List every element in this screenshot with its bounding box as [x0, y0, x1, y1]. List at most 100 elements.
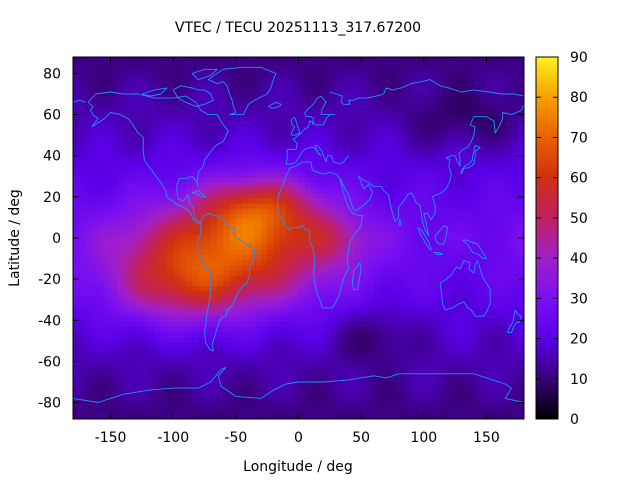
heatmap-cell — [473, 306, 481, 313]
heatmap-cell — [436, 254, 444, 261]
heatmap-cell — [336, 208, 343, 215]
heatmap-cell — [217, 75, 224, 81]
heatmap-cell — [492, 393, 500, 400]
heatmap-cell — [317, 126, 325, 133]
heatmap-cell — [448, 301, 456, 307]
heatmap-cell — [411, 337, 419, 343]
heatmap-cell — [204, 182, 212, 189]
heatmap-cell — [254, 203, 262, 210]
heatmap-cell — [430, 188, 437, 194]
heatmap-cell — [367, 296, 375, 302]
heatmap-cell — [379, 368, 387, 374]
heatmap-cell — [392, 110, 400, 117]
heatmap-cell — [98, 393, 105, 400]
heatmap-cell — [135, 326, 143, 333]
heatmap-cell — [73, 270, 80, 277]
heatmap-cell — [467, 218, 475, 225]
heatmap-cell — [379, 383, 387, 390]
heatmap-cell — [198, 213, 206, 220]
heatmap-cell — [204, 193, 212, 199]
heatmap-cell — [217, 203, 224, 210]
heatmap-cell — [392, 332, 400, 338]
heatmap-cell — [511, 198, 519, 205]
heatmap-cell — [166, 110, 174, 117]
heatmap-cell — [141, 172, 149, 179]
heatmap-cell — [217, 393, 224, 400]
heatmap-cell — [411, 254, 419, 261]
heatmap-cell — [392, 193, 400, 199]
heatmap-cell — [367, 275, 375, 282]
heatmap-cell — [116, 393, 124, 400]
heatmap-cell — [73, 409, 80, 415]
heatmap-cell — [361, 347, 368, 354]
heatmap-cell — [116, 373, 124, 379]
heatmap-cell — [348, 383, 356, 390]
heatmap-cell — [442, 141, 450, 148]
heatmap-cell — [104, 131, 112, 138]
heatmap-cell — [185, 136, 193, 143]
heatmap-cell — [430, 218, 437, 225]
heatmap-cell — [480, 388, 488, 395]
heatmap-cell — [323, 249, 331, 256]
heatmap-cell — [361, 146, 368, 153]
heatmap-cell — [192, 116, 199, 122]
heatmap-cell — [292, 85, 300, 92]
heatmap-cell — [160, 126, 168, 133]
heatmap-cell — [423, 337, 431, 343]
heatmap-cell — [317, 57, 325, 61]
heatmap-cell — [317, 162, 325, 169]
heatmap-cell — [98, 105, 105, 112]
heatmap-cell — [91, 188, 99, 194]
heatmap-cell — [298, 332, 306, 338]
heatmap-cell — [480, 152, 488, 158]
heatmap-cell — [85, 131, 93, 138]
heatmap-cell — [110, 90, 118, 97]
heatmap-cell — [79, 182, 87, 189]
heatmap-cell — [217, 337, 224, 343]
heatmap-cell — [336, 198, 343, 205]
heatmap-cell — [455, 270, 462, 277]
heatmap-cell — [455, 290, 462, 297]
heatmap-cell — [173, 167, 181, 174]
heatmap-cell — [204, 280, 212, 287]
heatmap-cell — [348, 404, 356, 410]
heatmap-cell — [354, 398, 362, 405]
heatmap-cell — [91, 162, 99, 169]
heatmap-cell — [392, 254, 400, 261]
heatmap-cell — [461, 198, 469, 205]
heatmap-cell — [198, 373, 206, 379]
heatmap-cell — [104, 239, 112, 246]
heatmap-cell — [192, 398, 199, 405]
heatmap-cell — [229, 321, 237, 328]
heatmap-cell — [367, 311, 375, 318]
heatmap-cell — [336, 121, 343, 128]
heatmap-cell — [342, 162, 350, 169]
heatmap-cell — [411, 75, 419, 81]
heatmap-cell — [336, 301, 343, 307]
heatmap-cell — [392, 177, 400, 184]
heatmap-cell — [85, 90, 93, 97]
heatmap-cell — [166, 80, 174, 86]
heatmap-cell — [379, 218, 387, 225]
heatmap-cell — [492, 157, 500, 164]
heatmap-cell — [273, 265, 281, 271]
heatmap-cell — [511, 270, 519, 277]
heatmap-cell — [430, 110, 437, 117]
heatmap-cell — [154, 373, 162, 379]
heatmap-cell — [254, 306, 262, 313]
heatmap-cell — [492, 301, 500, 307]
heatmap-cell — [317, 357, 325, 364]
heatmap-cell — [141, 311, 149, 318]
heatmap-cell — [373, 275, 381, 282]
heatmap-cell — [448, 90, 456, 97]
heatmap-cell — [116, 208, 124, 215]
heatmap-cell — [461, 265, 469, 271]
heatmap-cell — [423, 172, 431, 179]
heatmap-cell — [260, 213, 268, 220]
heatmap-cell — [342, 234, 350, 241]
heatmap-cell — [217, 306, 224, 313]
heatmap-cell — [129, 162, 137, 169]
heatmap-cell — [298, 152, 306, 158]
heatmap-cell — [386, 383, 394, 390]
heatmap-cell — [373, 244, 381, 251]
